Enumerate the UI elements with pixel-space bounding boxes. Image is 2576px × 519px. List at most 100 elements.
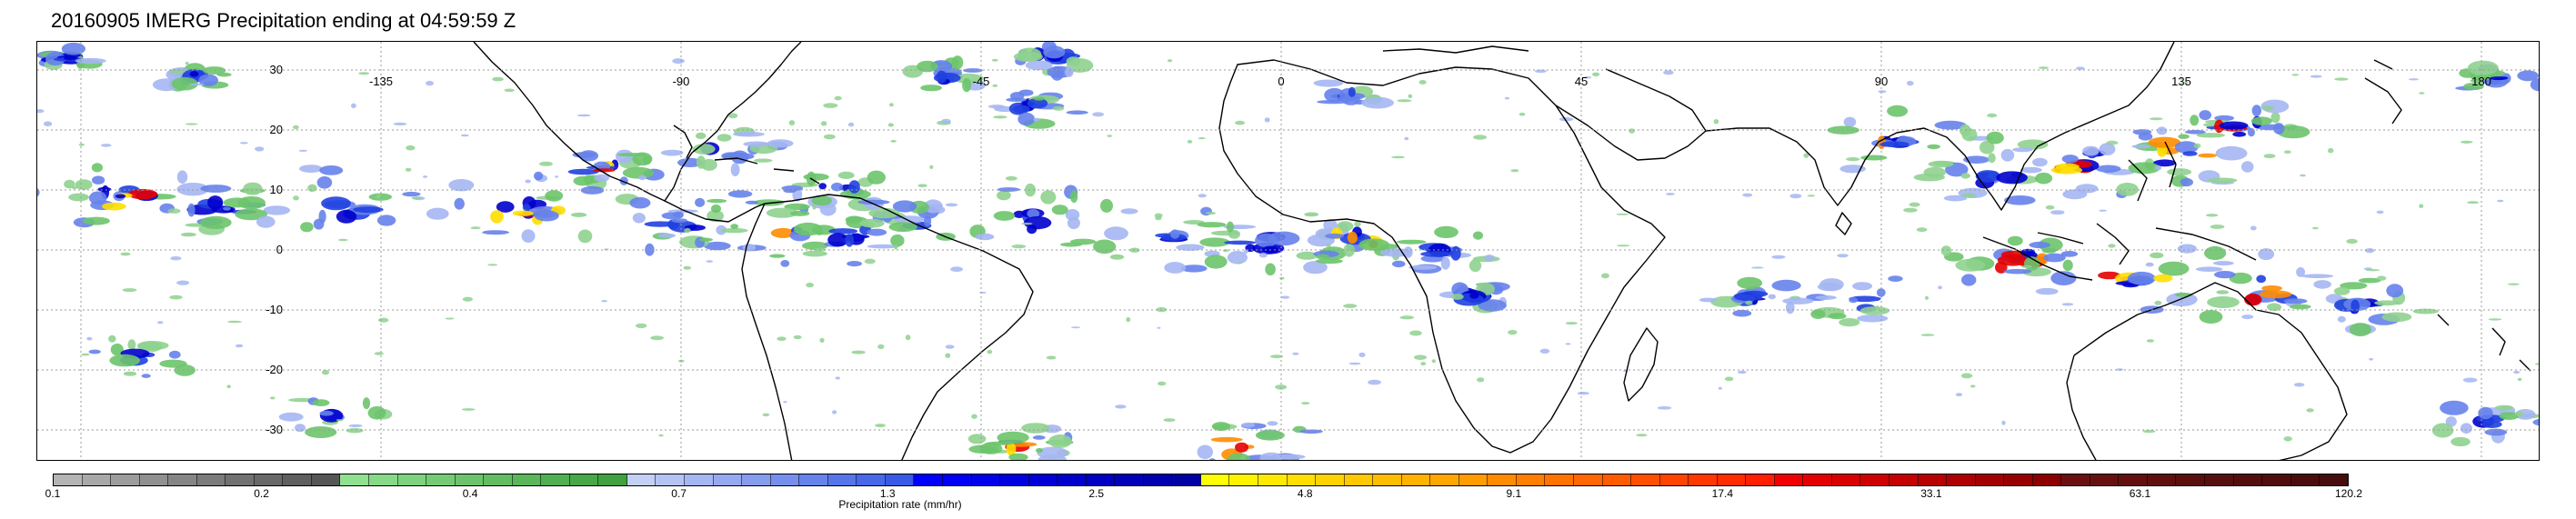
precip-cell bbox=[278, 412, 304, 422]
precip-cell bbox=[875, 424, 886, 428]
precip-cell bbox=[1109, 254, 1125, 260]
precip-cell bbox=[2099, 209, 2107, 212]
precip-cell bbox=[141, 374, 151, 378]
precip-cell bbox=[2283, 150, 2291, 154]
precip-cell bbox=[1157, 326, 1161, 329]
latitude-label: -10 bbox=[266, 303, 283, 316]
precip-cell bbox=[102, 202, 126, 211]
colorbar-segment bbox=[1172, 474, 1201, 485]
precip-cell bbox=[1849, 297, 1859, 304]
precip-cell bbox=[929, 165, 934, 169]
precip-cell bbox=[316, 176, 333, 189]
precip-cell bbox=[2312, 226, 2319, 230]
latitude-label: 10 bbox=[270, 183, 283, 196]
precip-cell bbox=[1009, 92, 1025, 101]
precip-cell bbox=[2215, 145, 2248, 161]
precip-cell bbox=[1473, 135, 1488, 140]
precip-cell bbox=[812, 204, 817, 210]
precip-cell bbox=[2145, 262, 2154, 267]
precip-cell bbox=[110, 343, 124, 356]
precip-cell bbox=[801, 241, 828, 250]
colorbar-segment bbox=[2205, 474, 2234, 485]
precip-cell bbox=[1197, 444, 1214, 460]
precip-cell bbox=[1955, 393, 1963, 396]
precip-cell bbox=[2138, 132, 2153, 141]
precip-cell bbox=[864, 258, 876, 264]
precip-cell bbox=[223, 206, 231, 211]
precip-cell bbox=[534, 210, 559, 222]
precip-cell bbox=[1204, 255, 1228, 269]
colorbar-segment bbox=[1831, 474, 1861, 485]
precip-cell bbox=[2199, 110, 2211, 121]
colorbar-segment bbox=[2004, 474, 2033, 485]
precip-cell bbox=[512, 210, 534, 216]
precip-cell bbox=[1418, 80, 1427, 85]
precip-cell bbox=[997, 431, 1029, 444]
precip-cell bbox=[1037, 446, 1068, 459]
precip-cell bbox=[2148, 136, 2181, 148]
precip-cell bbox=[482, 230, 510, 235]
precip-cell bbox=[845, 234, 855, 247]
precip-cell bbox=[376, 194, 382, 199]
precip-cell bbox=[445, 317, 455, 320]
precip-cell bbox=[2419, 92, 2425, 95]
precip-cell bbox=[1325, 233, 1344, 239]
precip-cell bbox=[504, 88, 515, 93]
precip-cell bbox=[929, 204, 944, 208]
precip-cell bbox=[1368, 379, 1381, 385]
precip-cell bbox=[492, 76, 504, 82]
precip-cell bbox=[362, 397, 371, 410]
precip-cell bbox=[603, 248, 609, 251]
precip-cell bbox=[2095, 165, 2121, 173]
precip-cell bbox=[1017, 112, 1036, 126]
colorbar-segment bbox=[2320, 474, 2348, 485]
precip-cell bbox=[835, 376, 840, 380]
colorbar-tick-label: 33.1 bbox=[1920, 487, 1942, 500]
precip-cell bbox=[1017, 47, 1042, 62]
precip-cell bbox=[2108, 244, 2116, 248]
colorbar-tick-label: 0.1 bbox=[45, 487, 61, 500]
precip-cell bbox=[1100, 198, 1113, 213]
precip-cell bbox=[1226, 221, 1234, 233]
precip-cell bbox=[684, 227, 691, 234]
precip-cell bbox=[887, 123, 894, 127]
colorbar-segment bbox=[1947, 474, 1976, 485]
precip-cell bbox=[1559, 117, 1574, 122]
colorbar-segment bbox=[1631, 474, 1660, 485]
precip-cell bbox=[1237, 262, 1242, 264]
precip-cell bbox=[777, 336, 787, 342]
precip-cell bbox=[1304, 212, 1319, 217]
precip-cell bbox=[1975, 170, 2000, 183]
precip-cell bbox=[2310, 75, 2322, 78]
precip-cell bbox=[1292, 352, 1299, 355]
colorbar-segment bbox=[1545, 474, 1574, 485]
precip-cell bbox=[868, 207, 900, 219]
precip-cell bbox=[1176, 244, 1205, 251]
precip-cell bbox=[1960, 173, 1970, 179]
precip-cell bbox=[1938, 285, 1943, 290]
precip-cell bbox=[1066, 110, 1088, 115]
precip-cell bbox=[461, 408, 476, 411]
precip-cell bbox=[2184, 130, 2206, 135]
precip-cell bbox=[411, 196, 421, 200]
precip-cell bbox=[1222, 249, 1229, 253]
precip-cell bbox=[622, 166, 655, 179]
colorbar-segment bbox=[2032, 474, 2062, 485]
precip-cell bbox=[1450, 245, 1461, 261]
precip-cell bbox=[672, 58, 685, 65]
precip-cell bbox=[64, 55, 77, 61]
precip-cell bbox=[1299, 429, 1323, 434]
precip-cell bbox=[2214, 271, 2236, 279]
precip-cell bbox=[200, 185, 232, 193]
precip-cell bbox=[2061, 155, 2079, 164]
precip-cell bbox=[2150, 252, 2164, 259]
precip-cell bbox=[1033, 96, 1045, 101]
precip-cell bbox=[1316, 254, 1330, 260]
precip-cell bbox=[2210, 225, 2225, 229]
precip-cell bbox=[695, 197, 706, 207]
precip-cell bbox=[2408, 78, 2420, 81]
colorbar-segment bbox=[1401, 474, 1431, 485]
precip-cell bbox=[890, 140, 897, 143]
colorbar-segment bbox=[1803, 474, 1832, 485]
precip-cell bbox=[358, 72, 370, 75]
